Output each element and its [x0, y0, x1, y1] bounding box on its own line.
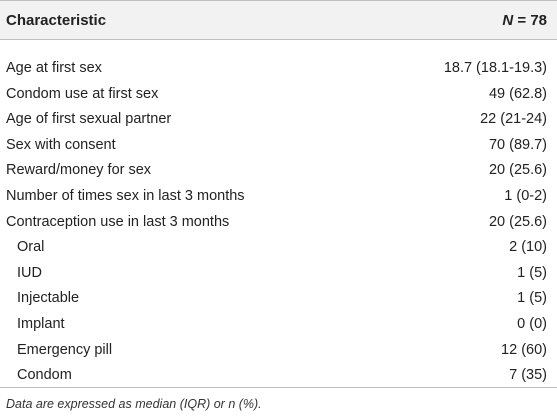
table-row: Reward/money for sex 20 (25.6) [0, 158, 557, 184]
table-row: Sex with consent 70 (89.7) [0, 133, 557, 159]
table-row: Condom 7 (35) [0, 363, 557, 389]
table-row: Injectable 1 (5) [0, 286, 557, 312]
n-value: = 78 [513, 12, 547, 29]
n-symbol: N [502, 12, 514, 29]
row-label: Injectable [17, 290, 80, 307]
row-label: Number of times sex in last 3 months [6, 187, 245, 204]
row-value: 49 (62.8) [488, 85, 547, 102]
table-row: Condom use at first sex 49 (62.8) [0, 82, 557, 108]
table-header-row: Characteristic N = 78 [0, 0, 557, 40]
table-row: Age of first sexual partner 22 (21-24) [0, 107, 557, 133]
row-value: 2 (10) [509, 239, 547, 256]
row-value: 70 (89.7) [488, 136, 547, 153]
row-value: 7 (35) [509, 367, 547, 384]
row-label: Sex with consent [6, 136, 116, 153]
row-value: 1 (5) [517, 264, 547, 281]
row-label: Age of first sexual partner [6, 111, 172, 128]
row-label: Oral [17, 239, 45, 256]
row-value: 22 (21-24) [480, 111, 547, 128]
row-label: Age at first sex [6, 60, 102, 76]
table-row: Implant 0 (0) [0, 312, 557, 338]
column-header-characteristic: Characteristic [6, 12, 107, 29]
row-value: 20 (25.6) [488, 213, 547, 230]
table-body: Age at first sex 18.7 (18.1-19.3) Condom… [0, 56, 557, 389]
row-label: IUD [17, 264, 42, 281]
row-value: 18.7 (18.1-19.3) [443, 60, 547, 76]
row-label: Emergency pill [17, 341, 113, 358]
row-value: 0 (0) [517, 315, 547, 332]
row-label: Implant [17, 315, 65, 332]
table-bottom-rule [0, 387, 557, 388]
table-row: Age at first sex 18.7 (18.1-19.3) [0, 56, 557, 82]
column-header-n: N = 78 [502, 12, 547, 30]
row-label: Condom [17, 367, 72, 384]
table-row: Contraception use in last 3 months 20 (2… [0, 210, 557, 236]
row-value: 12 (60) [501, 341, 547, 358]
table-row: Emergency pill 12 (60) [0, 338, 557, 364]
row-value: 1 (0-2) [504, 187, 547, 204]
row-value: 20 (25.6) [488, 162, 547, 179]
row-value: 1 (5) [517, 290, 547, 307]
row-label: Condom use at first sex [6, 85, 159, 102]
row-label: Reward/money for sex [6, 162, 152, 179]
table-row: Oral 2 (10) [0, 235, 557, 261]
table-footnote: Data are expressed as median (IQR) or n … [6, 397, 262, 411]
table-row: Number of times sex in last 3 months 1 (… [0, 184, 557, 210]
row-label: Contraception use in last 3 months [6, 213, 230, 230]
table-row: IUD 1 (5) [0, 261, 557, 287]
